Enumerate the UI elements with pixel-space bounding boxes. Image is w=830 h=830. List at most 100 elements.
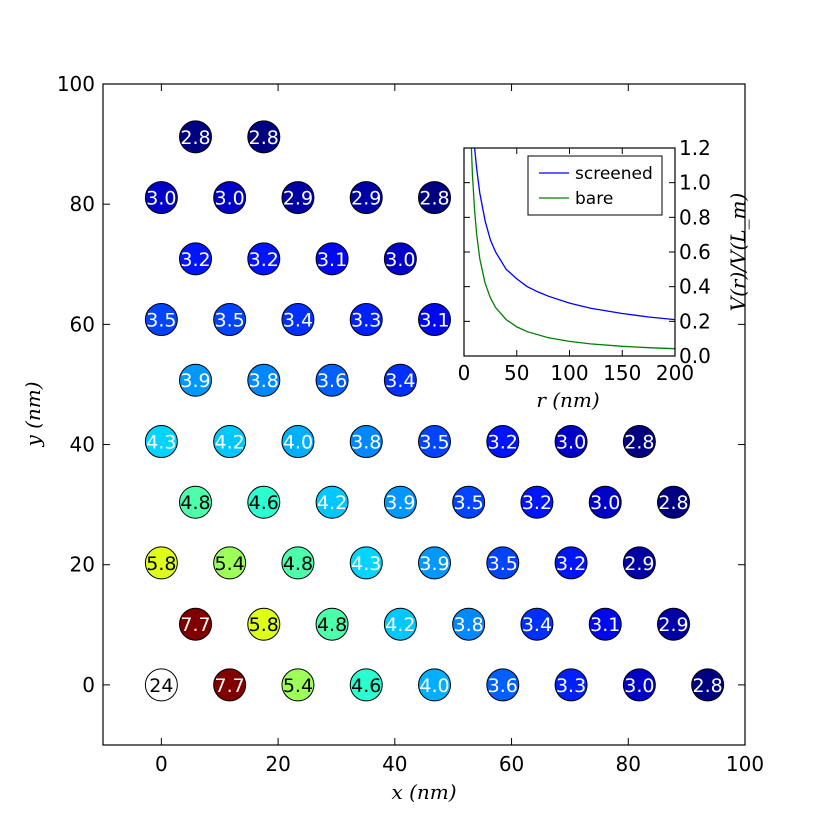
scatter-point: 4.3 xyxy=(349,546,383,580)
scatter-point: 3.4 xyxy=(383,363,417,397)
point-marker xyxy=(452,485,486,519)
point-marker xyxy=(179,607,213,641)
legend-box xyxy=(527,155,663,216)
scatter-point: 3.0 xyxy=(622,668,656,702)
point-marker xyxy=(281,668,315,702)
y-tick-label: 0 xyxy=(82,673,95,697)
point-value-label: 4.3 xyxy=(351,553,381,575)
point-value-label: 3.5 xyxy=(146,310,176,332)
point-value-label: 3.6 xyxy=(488,675,518,697)
point-value-label: 2.9 xyxy=(658,614,688,636)
scatter-point: 4.8 xyxy=(179,485,213,519)
point-value-label: 5.8 xyxy=(249,614,279,636)
inset-y-axis-label: V(r)/V(L_m) xyxy=(726,193,750,312)
point-value-label: 4.8 xyxy=(180,492,210,514)
point-marker xyxy=(520,607,554,641)
point-marker xyxy=(486,425,520,459)
point-marker xyxy=(588,607,622,641)
point-value-label: 2.9 xyxy=(283,188,313,210)
point-value-label: 3.8 xyxy=(454,614,484,636)
point-marker xyxy=(383,363,417,397)
scatter-point: 2.8 xyxy=(657,485,691,519)
point-marker xyxy=(622,546,656,580)
scatter-point: 2.9 xyxy=(622,546,656,580)
inset-x-tick-label: 200 xyxy=(656,361,694,385)
point-value-label: 24 xyxy=(149,675,173,697)
point-value-label: 4.6 xyxy=(351,675,381,697)
scatter-point: 4.6 xyxy=(349,668,383,702)
point-marker xyxy=(554,425,588,459)
y-axis-ticks: 0 20 40 60 80 100 xyxy=(57,72,745,697)
point-value-label: 3.8 xyxy=(351,432,381,454)
scatter-point: 3.5 xyxy=(213,303,247,337)
point-marker xyxy=(315,242,349,276)
point-marker xyxy=(486,668,520,702)
point-marker xyxy=(315,607,349,641)
y-axis-label: y (nm) xyxy=(21,381,45,447)
point-marker xyxy=(383,242,417,276)
inset-y-tick-label: 1.2 xyxy=(679,136,711,160)
point-marker xyxy=(554,668,588,702)
scatter-point: 2.8 xyxy=(179,120,213,154)
scatter-point: 7.7 xyxy=(213,668,247,702)
point-value-label: 3.2 xyxy=(249,249,279,271)
point-marker xyxy=(520,485,554,519)
scatter-point: 3.0 xyxy=(144,181,178,215)
inset-y-tick-label: 1.0 xyxy=(679,171,711,195)
point-marker xyxy=(144,425,178,459)
point-value-label: 7.7 xyxy=(180,614,210,636)
scatter-point: 3.9 xyxy=(179,363,213,397)
point-value-label: 3.2 xyxy=(488,432,518,454)
scatter-point: 3.9 xyxy=(418,546,452,580)
point-value-label: 3.5 xyxy=(215,310,245,332)
inset-y-tick-label: 0.6 xyxy=(679,240,711,264)
point-value-label: 2.8 xyxy=(693,675,723,697)
scatter-point: 3.6 xyxy=(486,668,520,702)
point-marker xyxy=(691,668,725,702)
point-value-label: 4.3 xyxy=(146,432,176,454)
inset-series-lines xyxy=(470,148,675,350)
point-value-label: 3.8 xyxy=(249,370,279,392)
point-marker xyxy=(179,363,213,397)
point-value-label: 3.0 xyxy=(624,675,654,697)
point-value-label: 3.2 xyxy=(556,553,586,575)
x-tick-label: 40 xyxy=(382,752,407,776)
point-marker xyxy=(213,181,247,215)
scatter-point: 3.4 xyxy=(520,607,554,641)
scatter-point: 3.5 xyxy=(452,485,486,519)
point-marker xyxy=(144,546,178,580)
x-tick-label: 80 xyxy=(616,752,641,776)
point-marker xyxy=(349,181,383,215)
point-marker xyxy=(247,363,281,397)
point-marker xyxy=(349,303,383,337)
point-value-label: 3.9 xyxy=(419,553,449,575)
scatter-point: 3.2 xyxy=(179,242,213,276)
point-value-label: 3.1 xyxy=(419,310,449,332)
point-value-label: 4.6 xyxy=(249,492,279,514)
point-marker xyxy=(657,607,691,641)
point-marker xyxy=(213,546,247,580)
scatter-point: 3.3 xyxy=(349,303,383,337)
scatter-point: 4.8 xyxy=(281,546,315,580)
point-value-label: 3.5 xyxy=(488,553,518,575)
point-marker xyxy=(315,363,349,397)
point-value-label: 3.0 xyxy=(385,249,415,271)
point-marker xyxy=(554,546,588,580)
inset-x-tick-label: 0 xyxy=(458,361,471,385)
scatter-point: 3.0 xyxy=(383,242,417,276)
series-line-screened xyxy=(473,148,675,321)
point-value-label: 5.4 xyxy=(215,553,245,575)
y-tick-label: 20 xyxy=(70,553,95,577)
point-value-label: 3.0 xyxy=(146,188,176,210)
scatter-point: 5.4 xyxy=(281,668,315,702)
point-marker xyxy=(588,485,622,519)
scatter-point: 4.6 xyxy=(247,485,281,519)
point-marker xyxy=(349,425,383,459)
scatter-point: 2.8 xyxy=(418,181,452,215)
scatter-point: 3.0 xyxy=(213,181,247,215)
point-marker xyxy=(247,242,281,276)
scatter-point: 3.8 xyxy=(247,363,281,397)
point-value-label: 4.8 xyxy=(317,614,347,636)
scatter-point: 2.8 xyxy=(691,668,725,702)
scatter-point: 3.3 xyxy=(554,668,588,702)
